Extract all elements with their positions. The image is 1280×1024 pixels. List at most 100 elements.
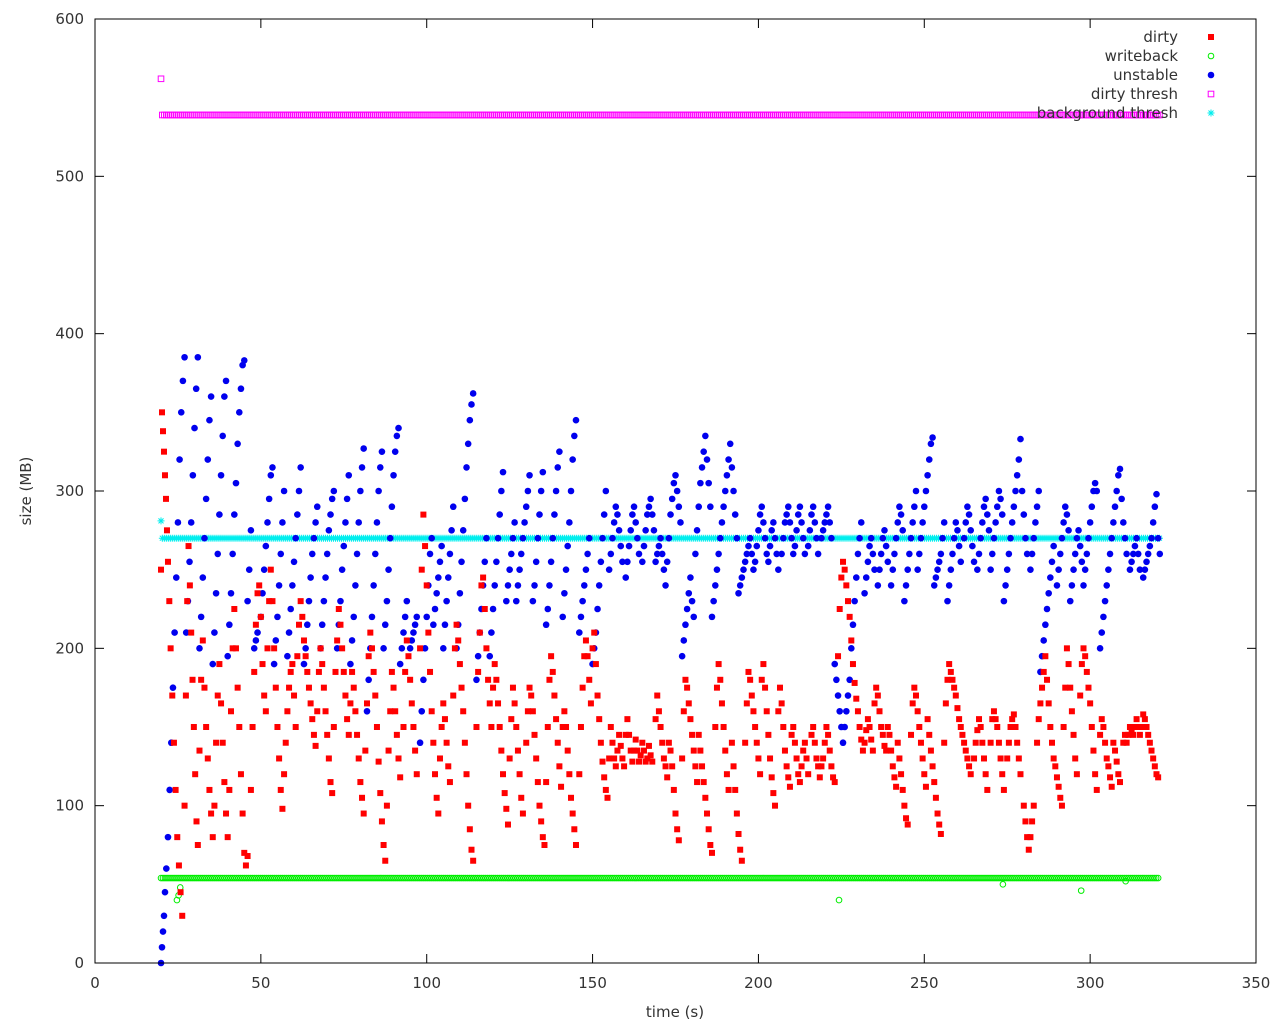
data-point-unstable — [907, 534, 915, 542]
data-point-dirty — [291, 692, 298, 699]
data-point-dirty — [1155, 774, 1162, 781]
data-point-unstable — [207, 393, 215, 400]
data-point-unstable — [640, 542, 648, 550]
data-point-dirty — [908, 731, 915, 738]
data-point-unstable — [544, 605, 552, 613]
data-point-dirty — [997, 755, 1004, 762]
data-point-unstable — [1063, 511, 1071, 518]
data-point-unstable — [508, 550, 515, 558]
data-point-dirty — [1068, 708, 1075, 715]
data-point-unstable — [801, 550, 809, 558]
data-point-dirty — [848, 637, 855, 644]
data-point-dirty — [1145, 731, 1152, 738]
data-point-unstable — [712, 582, 719, 589]
data-point-unstable — [410, 629, 417, 636]
data-point-unstable — [1096, 645, 1104, 652]
data-point-unstable — [1148, 534, 1155, 542]
data-point-dirty — [294, 653, 301, 660]
data-point-unstable — [542, 621, 550, 629]
data-point-dirty — [621, 763, 628, 770]
data-point-unstable — [181, 353, 188, 361]
data-point-dirty — [694, 779, 701, 786]
data-point-dirty — [392, 708, 399, 715]
data-point-dirty — [652, 716, 659, 723]
data-point-dirty — [1004, 755, 1011, 762]
data-point-dirty — [929, 763, 936, 770]
data-point-dirty — [455, 637, 462, 644]
data-point-dirty — [553, 716, 560, 723]
data-point-unstable — [944, 597, 951, 605]
data-point-dirty — [619, 755, 626, 762]
data-point-dirty — [632, 736, 639, 743]
data-point-unstable — [526, 471, 533, 479]
data-point-dirty — [647, 752, 654, 759]
data-point-unstable — [320, 597, 328, 605]
data-point-dirty — [1035, 716, 1042, 723]
data-point-dirty — [397, 774, 404, 781]
data-point-unstable — [295, 487, 303, 495]
data-point-dirty — [518, 794, 525, 801]
data-point-unstable — [1088, 503, 1096, 511]
data-point-dirty — [1153, 771, 1160, 778]
x-tick-label: 50 — [251, 974, 270, 992]
data-point-unstable — [192, 385, 200, 393]
data-point-unstable — [610, 519, 618, 526]
data-point-dirty — [344, 716, 351, 723]
data-point-unstable — [300, 660, 308, 668]
data-point-unstable — [799, 534, 807, 542]
data-point-unstable — [965, 511, 973, 518]
data-point-unstable — [546, 582, 553, 589]
data-point-unstable — [522, 503, 530, 511]
data-point-unstable — [395, 424, 402, 432]
data-point-unstable — [448, 527, 455, 534]
data-point-dirty — [596, 716, 603, 723]
data-point-unstable — [401, 613, 409, 621]
data-point-dirty — [330, 724, 337, 730]
data-point-unstable — [398, 645, 406, 652]
series-dirty — [158, 409, 1162, 919]
data-point-dirty — [750, 708, 757, 715]
data-point-unstable — [932, 574, 940, 581]
data-point-dirty — [234, 684, 241, 691]
data-point-unstable — [383, 597, 391, 605]
data-point-unstable — [209, 660, 217, 668]
data-point-dirty — [347, 700, 354, 707]
data-point-unstable — [851, 597, 858, 605]
data-point-dirty — [660, 755, 667, 762]
data-point-dirty — [179, 912, 186, 919]
data-point-dirty — [999, 771, 1006, 778]
data-point-unstable — [532, 558, 540, 566]
data-point-unstable — [839, 739, 847, 747]
data-point-unstable — [580, 582, 588, 589]
data-point-dirty — [636, 758, 643, 765]
data-point-dirty — [762, 684, 769, 691]
data-point-dirty — [685, 700, 692, 707]
data-point-unstable — [376, 464, 384, 471]
data-point-unstable — [788, 534, 795, 542]
data-point-dirty — [1037, 700, 1044, 707]
data-point-unstable — [703, 456, 711, 463]
data-point-unstable — [1134, 550, 1142, 558]
data-point-dirty — [1053, 774, 1060, 781]
data-point-unstable — [615, 527, 623, 534]
data-point-dirty — [1092, 771, 1099, 778]
data-point-dirty — [876, 708, 883, 715]
data-point-unstable — [1146, 542, 1154, 550]
data-point-dirty — [937, 830, 944, 837]
data-point-unstable — [463, 464, 470, 471]
data-point-dirty — [1067, 684, 1074, 691]
data-point-dirty — [904, 821, 911, 828]
data-point-unstable — [491, 582, 499, 589]
data-point-unstable — [828, 534, 835, 542]
data-point-dirty — [161, 472, 168, 479]
data-point-dirty — [951, 684, 958, 691]
data-point-dirty — [223, 810, 230, 817]
data-point-dirty — [909, 700, 916, 707]
data-point-unstable — [891, 550, 898, 558]
data-point-dirty — [871, 700, 878, 707]
data-point-dirty — [830, 774, 837, 781]
data-point-dirty — [491, 661, 498, 668]
data-point-unstable — [1043, 605, 1051, 613]
data-point-unstable — [260, 566, 268, 573]
data-point-unstable — [196, 645, 203, 652]
